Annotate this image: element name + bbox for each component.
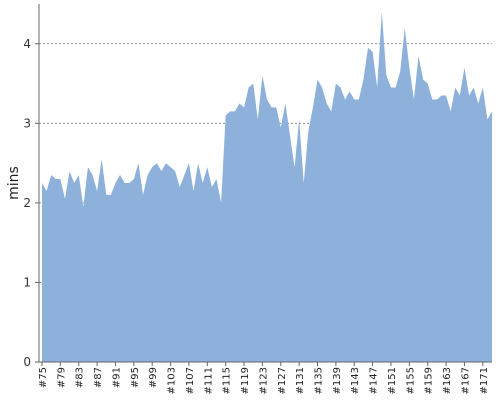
x-tick-label: #151 — [387, 367, 398, 394]
y-tick-label: 4 — [23, 37, 31, 51]
x-tick-label: #91 — [111, 367, 122, 388]
x-tick-label: #143 — [350, 367, 361, 394]
x-tick-label: #171 — [479, 367, 490, 394]
y-tick-label: 3 — [23, 116, 31, 130]
x-tick-label: #147 — [369, 367, 380, 394]
x-tick-label: #107 — [185, 367, 196, 394]
x-tick-label: #87 — [93, 367, 104, 388]
y-tick-label: 1 — [23, 275, 31, 289]
x-tick-label: #135 — [314, 367, 325, 394]
x-tick-label: #99 — [148, 367, 159, 388]
x-tick-label: #123 — [258, 367, 269, 394]
x-tick-label: #111 — [203, 367, 214, 394]
x-tick-label: #83 — [75, 367, 86, 388]
x-tick-label: #167 — [460, 367, 471, 394]
x-tick-label: #163 — [442, 367, 453, 394]
x-tick-label: #159 — [424, 367, 435, 394]
x-tick-label: #131 — [295, 367, 306, 394]
x-tick-label: #139 — [332, 367, 343, 394]
y-axis-label: mins — [6, 166, 22, 200]
x-tick-label: #103 — [167, 367, 178, 394]
x-tick-label: #155 — [405, 367, 416, 394]
y-tick-label: 0 — [23, 355, 31, 369]
x-tick-label: #127 — [277, 367, 288, 394]
x-tick-label: #95 — [130, 367, 141, 388]
x-tick-label: #119 — [240, 367, 251, 394]
x-tick-label: #79 — [56, 367, 67, 388]
x-tick-label: #75 — [38, 367, 49, 388]
y-tick-label: 2 — [23, 196, 31, 210]
axes — [38, 4, 492, 363]
area-series — [41, 11, 493, 363]
x-tick-label: #115 — [222, 367, 233, 394]
x-tick-labels: #75 #79 #83 #87 #91 #95 #99 #103 #107 #111 #115 #11… — [38, 362, 490, 394]
y-tick-labels: 0 1 2 3 4 — [23, 37, 39, 369]
area-fill — [42, 11, 492, 363]
